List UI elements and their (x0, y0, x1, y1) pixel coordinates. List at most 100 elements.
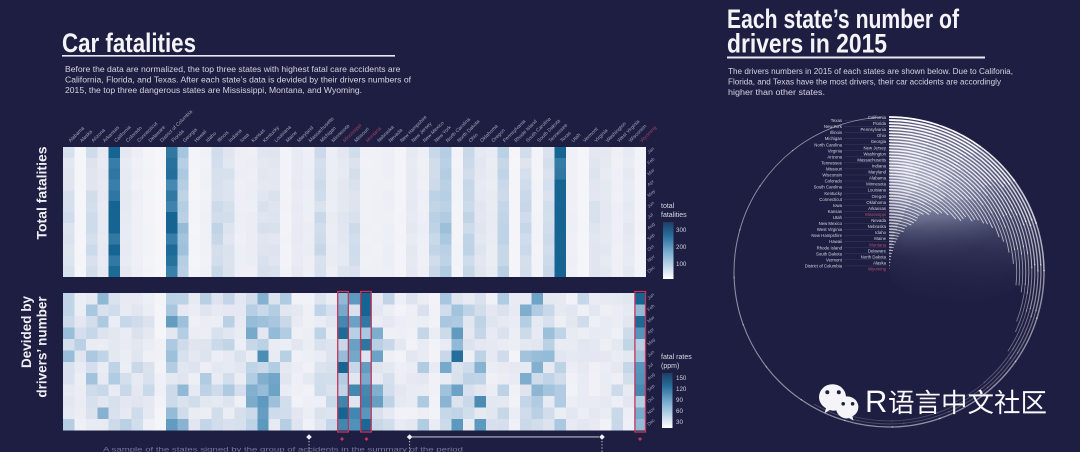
svg-text:Arizona: Arizona (827, 154, 842, 159)
svg-text:100: 100 (676, 261, 687, 268)
svg-text:May: May (646, 337, 656, 347)
svg-text:Indiana: Indiana (872, 164, 887, 169)
svg-text:Utah: Utah (571, 132, 583, 144)
svg-text:Ohio: Ohio (877, 133, 887, 138)
svg-text:120: 120 (676, 386, 687, 393)
svg-text:North Dakota: North Dakota (861, 254, 887, 259)
svg-text:(ppm): (ppm) (661, 363, 679, 370)
svg-text:2015, the top three dangerous: 2015, the top three dangerous states are… (65, 85, 362, 95)
svg-text:New Jersey: New Jersey (864, 145, 887, 150)
svg-text:Delaware: Delaware (868, 248, 887, 253)
svg-text:Dec: Dec (646, 417, 656, 427)
svg-text:Iowa: Iowa (239, 132, 251, 144)
svg-text:Oklahoma: Oklahoma (866, 200, 886, 205)
svg-text:Jan: Jan (646, 292, 655, 301)
svg-text:30: 30 (676, 419, 683, 426)
svg-text:Each state’s number of: Each state’s number of (727, 4, 960, 34)
svg-text:New York: New York (824, 124, 843, 129)
svg-text:A sample of the states signed: A sample of the states signed by the gro… (103, 447, 464, 452)
svg-text:Wyoming: Wyoming (868, 267, 886, 272)
svg-text:North Carolina: North Carolina (814, 142, 842, 147)
svg-text:May: May (646, 188, 656, 198)
svg-text:Alabama: Alabama (869, 176, 887, 181)
svg-text:Hawaii: Hawaii (829, 239, 842, 244)
svg-text:Feb: Feb (646, 156, 656, 165)
svg-text:Nebraska: Nebraska (868, 224, 887, 229)
svg-text:Vermont: Vermont (826, 257, 843, 262)
svg-text:Jul: Jul (646, 362, 654, 370)
svg-text:Wisconsin: Wisconsin (822, 173, 842, 178)
svg-text:60: 60 (676, 408, 683, 415)
svg-text:Maryland: Maryland (868, 170, 886, 175)
svg-text:The drivers numbers in 2015 of: The drivers numbers in 2015 of each stat… (728, 66, 1013, 76)
svg-text:Washington: Washington (863, 151, 886, 156)
svg-text:Devided by: Devided by (19, 296, 34, 369)
svg-text:Massachusetts: Massachusetts (857, 157, 886, 162)
svg-text:Alaska: Alaska (873, 260, 887, 265)
svg-text:Total fatalities: Total fatalities (34, 146, 50, 239)
svg-text:Jan: Jan (646, 146, 655, 155)
svg-text:New Mexico: New Mexico (819, 221, 843, 226)
svg-text:drivers’ number: drivers’ number (35, 296, 50, 398)
svg-text:total: total (661, 203, 675, 210)
svg-text:Car fatalities: Car fatalities (62, 28, 196, 58)
svg-text:South Carolina: South Carolina (814, 185, 843, 190)
svg-text:District of Columbia: District of Columbia (805, 264, 843, 269)
svg-text:Mar: Mar (646, 167, 656, 176)
svg-text:Florida: Florida (873, 121, 887, 126)
svg-text:Missouri: Missouri (826, 167, 842, 172)
svg-text:New Hampshire: New Hampshire (811, 233, 842, 238)
svg-text:higher than other states.: higher than other states. (728, 87, 825, 97)
svg-text:Oregon: Oregon (872, 194, 887, 199)
svg-text:Colorado: Colorado (825, 179, 843, 184)
svg-text:Pennsylvania: Pennsylvania (860, 127, 886, 132)
svg-text:Illinois: Illinois (830, 130, 842, 135)
svg-text:Louisiana: Louisiana (868, 188, 887, 193)
svg-text:300: 300 (676, 227, 687, 234)
svg-text:Iowa: Iowa (833, 203, 843, 208)
svg-text:Maine: Maine (874, 236, 886, 241)
svg-text:South Dakota: South Dakota (816, 251, 843, 256)
svg-text:Ohio: Ohio (468, 132, 480, 144)
svg-text:Florida, and Texas have the mo: Florida, and Texas have the most drivers… (728, 77, 1002, 87)
svg-text:Kentucky: Kentucky (824, 191, 843, 196)
svg-text:Idaho: Idaho (875, 230, 886, 235)
svg-text:90: 90 (676, 397, 683, 404)
svg-text:Arkansas: Arkansas (868, 206, 886, 211)
svg-text:Sep: Sep (646, 232, 656, 241)
svg-text:Michigan: Michigan (825, 136, 843, 141)
svg-text:Texas: Texas (831, 118, 842, 123)
svg-text:Jul: Jul (646, 212, 654, 220)
svg-text:Georgia: Georgia (871, 139, 887, 144)
svg-text:Apr: Apr (646, 178, 655, 187)
svg-text:Sep: Sep (646, 383, 656, 392)
svg-text:California, Florida, and Texas: California, Florida, and Texas. After ea… (65, 75, 412, 85)
svg-text:Oct: Oct (646, 243, 655, 252)
svg-text:fatalities: fatalities (661, 212, 687, 219)
svg-text:Oct: Oct (646, 395, 655, 404)
svg-text:Tennessee: Tennessee (821, 160, 842, 165)
svg-text:150: 150 (676, 375, 687, 382)
svg-text:Nov: Nov (646, 406, 656, 416)
svg-text:Connecticut: Connecticut (819, 197, 842, 202)
svg-text:Aug: Aug (646, 221, 656, 230)
svg-text:Apr: Apr (646, 326, 655, 335)
svg-text:Minnesota: Minnesota (866, 182, 886, 187)
svg-text:West Virginia: West Virginia (817, 227, 843, 232)
svg-text:Nov: Nov (646, 253, 656, 263)
svg-text:Utah: Utah (833, 215, 843, 220)
svg-text:Montana: Montana (869, 242, 886, 247)
svg-text:Before the data are normalized: Before the data are normalized, the top … (65, 64, 401, 74)
svg-text:Rhode Island: Rhode Island (817, 245, 843, 250)
svg-text:Aug: Aug (646, 371, 656, 380)
svg-text:Mar: Mar (646, 314, 656, 323)
svg-text:Kansas: Kansas (828, 209, 842, 214)
svg-text:Mississippi: Mississippi (865, 212, 886, 217)
svg-text:Virginia: Virginia (828, 148, 843, 153)
svg-text:200: 200 (676, 244, 687, 251)
svg-text:Nevada: Nevada (871, 218, 886, 223)
svg-text:Dec: Dec (646, 264, 656, 274)
svg-text:Feb: Feb (646, 303, 656, 312)
svg-text:fatal rates: fatal rates (661, 354, 692, 361)
svg-text:Jun: Jun (646, 200, 655, 209)
